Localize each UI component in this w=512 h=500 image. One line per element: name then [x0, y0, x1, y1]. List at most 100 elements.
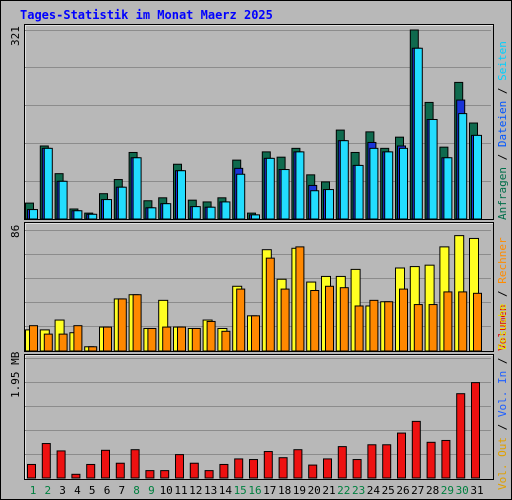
bar-rechner-20	[310, 290, 320, 352]
day-label-12: 12	[189, 484, 202, 497]
legend-item-anfragen: Anfragen	[496, 167, 509, 220]
day-label-11: 11	[174, 484, 187, 497]
bar-volumen-10	[160, 470, 170, 479]
bar-seiten-9	[147, 207, 157, 220]
bar-volumen-27	[411, 420, 421, 479]
day-label-19: 19	[293, 484, 306, 497]
bar-volumen-22	[337, 446, 347, 479]
bar-volumen-19	[293, 449, 303, 479]
bar-volumen-9	[145, 470, 155, 479]
bar-seiten-26	[399, 147, 408, 220]
bar-seiten-28	[428, 118, 438, 220]
bar-volumen-18	[278, 457, 288, 479]
bar-volumen-11	[175, 454, 184, 479]
day-label-23: 23	[352, 484, 365, 497]
bar-rechner-9	[147, 327, 157, 352]
bar-seiten-18	[280, 169, 290, 220]
bar-volumen-8	[130, 449, 140, 479]
day-label-2: 2	[44, 484, 51, 497]
day-label-5: 5	[89, 484, 96, 497]
bar-rechner-21	[325, 285, 334, 352]
bar-rechner-25	[384, 301, 394, 352]
bar-seiten-22	[339, 140, 349, 220]
bar-seiten-12	[191, 206, 201, 220]
legend-separator: /	[496, 417, 509, 438]
bar-volumen-30	[456, 393, 466, 479]
bar-volumen-25	[382, 444, 392, 479]
bar-volumen-7	[115, 462, 125, 479]
bar-rechner-1	[29, 325, 38, 352]
bar-volumen-23	[352, 459, 362, 479]
legend-item-besuche: Besuche	[496, 303, 509, 350]
bar-seiten-20	[310, 190, 320, 220]
bar-seiten-5	[88, 213, 98, 220]
bar-rechner-18	[280, 288, 290, 352]
bar-rechner-10	[162, 326, 172, 352]
day-label-29: 29	[441, 484, 454, 497]
day-label-7: 7	[118, 484, 125, 497]
bar-seiten-13	[206, 206, 216, 220]
bar-seiten-23	[354, 164, 364, 220]
bar-seiten-25	[384, 151, 394, 220]
bar-volumen-13	[204, 470, 214, 479]
bar-rechner-8	[132, 294, 142, 352]
bar-seiten-2	[43, 147, 53, 220]
bar-rechner-23	[354, 305, 364, 352]
day-label-28: 28	[426, 484, 439, 497]
bar-volumen-3	[56, 450, 66, 479]
bar-seiten-3	[58, 180, 68, 220]
bar-volumen-6	[101, 449, 110, 479]
bar-seiten-11	[177, 170, 186, 220]
bar-rechner-19	[295, 246, 305, 352]
legend-requests: Anfragen / Dateien / Seiten	[496, 41, 509, 220]
legend-item-rechner: Rechner	[496, 237, 509, 284]
bar-rechner-29	[443, 291, 453, 352]
day-label-10: 10	[160, 484, 173, 497]
bar-seiten-6	[103, 199, 112, 220]
day-label-13: 13	[204, 484, 217, 497]
bar-rechner-28	[428, 304, 438, 352]
bar-rechner-12	[191, 327, 201, 352]
bar-seiten-14	[221, 201, 231, 220]
bar-seiten-15	[236, 173, 246, 220]
bar-volumen-15	[234, 458, 244, 479]
bar-rechner-4	[73, 325, 83, 352]
legend-separator: /	[496, 350, 509, 371]
bar-volumen-16	[249, 459, 258, 479]
bar-seiten-21	[325, 189, 334, 220]
bar-rechner-15	[236, 288, 246, 352]
day-label-25: 25	[382, 484, 395, 497]
legend-item-seiten: Seiten	[496, 41, 509, 81]
bar-seiten-4	[73, 210, 83, 220]
day-label-1: 1	[30, 484, 37, 497]
bar-seiten-7	[117, 186, 127, 220]
bar-volumen-1	[27, 463, 36, 479]
bar-volumen-20	[308, 464, 318, 479]
bar-seiten-19	[295, 151, 305, 220]
legend-separator: /	[496, 147, 509, 168]
day-label-31: 31	[470, 484, 483, 497]
day-label-15: 15	[234, 484, 247, 497]
legend-item-vol-in: Vol. In	[496, 370, 509, 418]
bar-seiten-1	[29, 209, 38, 220]
bar-rechner-11	[177, 326, 186, 352]
bar-volumen-5	[86, 463, 96, 479]
day-label-20: 20	[308, 484, 321, 497]
bar-volumen-14	[219, 463, 229, 479]
bar-rechner-31	[473, 292, 482, 352]
bar-rechner-13	[206, 320, 216, 352]
day-label-22: 22	[337, 484, 350, 497]
day-label-18: 18	[278, 484, 291, 497]
bar-rechner-14	[221, 330, 231, 352]
bar-seiten-8	[132, 157, 142, 220]
bar-rechner-16	[251, 315, 260, 352]
bar-rechner-5	[88, 346, 98, 352]
legend-item-dateien: Dateien	[496, 100, 509, 148]
bar-volumen-29	[441, 439, 451, 479]
day-label-17: 17	[263, 484, 276, 497]
bar-seiten-24	[369, 147, 379, 220]
legend-separator: /	[496, 80, 509, 101]
bar-rechner-17	[265, 257, 275, 352]
bar-seiten-30	[458, 113, 468, 220]
